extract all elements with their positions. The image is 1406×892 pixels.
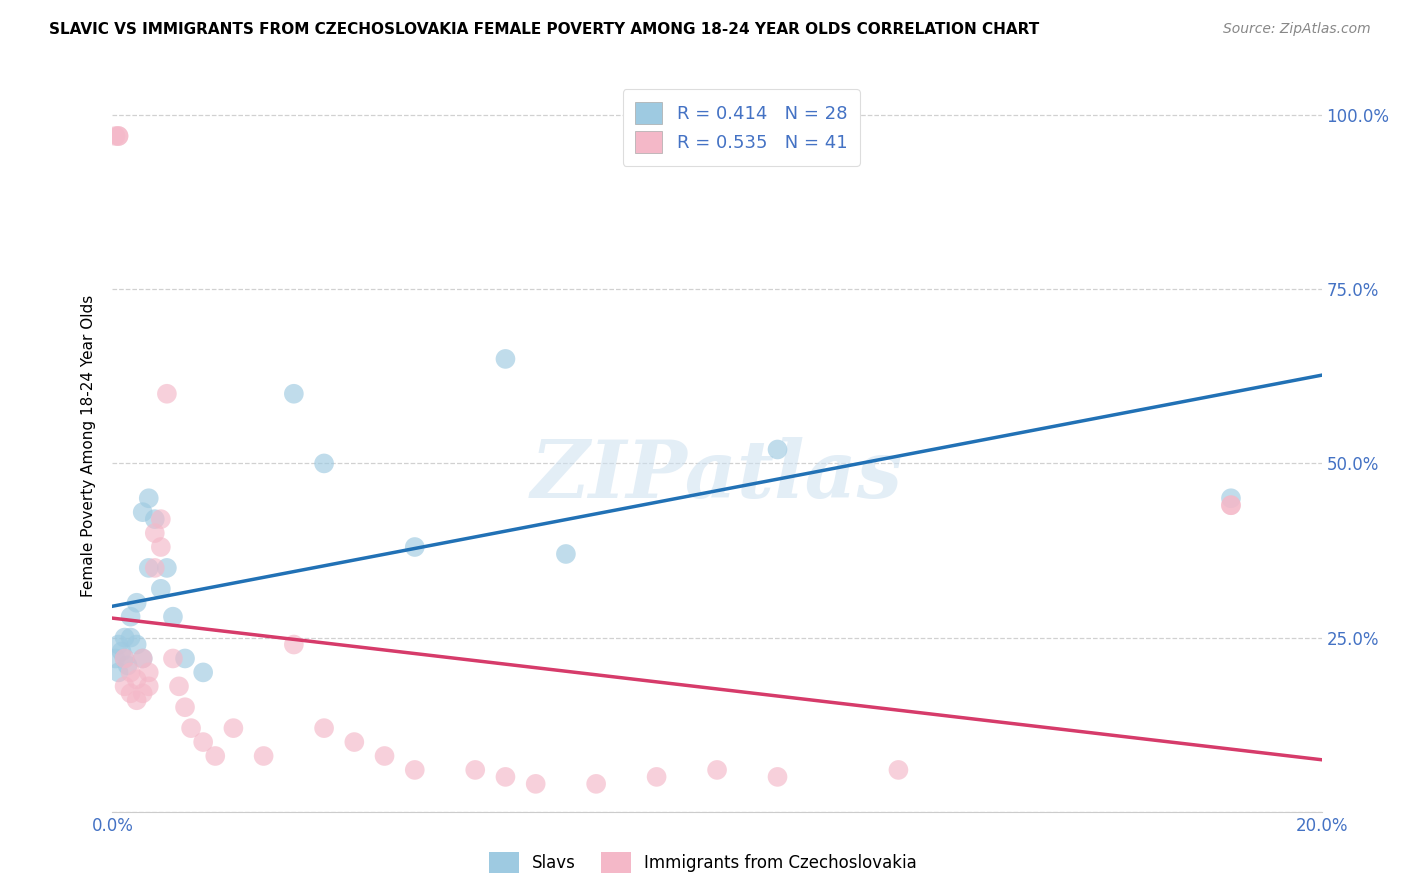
Point	[117, 658, 139, 673]
Point	[132, 651, 155, 665]
Point	[524, 777, 547, 791]
Point	[114, 631, 136, 645]
Point	[156, 386, 179, 401]
Point	[149, 582, 172, 596]
Point	[167, 679, 190, 693]
Point	[114, 679, 136, 693]
Point	[114, 651, 136, 665]
Point	[104, 651, 127, 665]
Y-axis label: Female Poverty Among 18-24 Year Olds: Female Poverty Among 18-24 Year Olds	[80, 295, 96, 597]
Point	[132, 686, 155, 700]
Point	[314, 721, 336, 735]
Point	[174, 651, 197, 665]
Point	[204, 749, 226, 764]
Point	[283, 386, 305, 401]
Point	[180, 721, 202, 735]
Point	[120, 665, 142, 680]
Point	[343, 735, 366, 749]
Point	[191, 735, 214, 749]
Point	[495, 351, 517, 366]
Point	[143, 526, 166, 541]
Point	[766, 770, 789, 784]
Legend: R = 0.414   N = 28, R = 0.535   N = 41: R = 0.414 N = 28, R = 0.535 N = 41	[623, 89, 860, 166]
Point	[404, 540, 426, 554]
Point	[138, 679, 160, 693]
Point	[887, 763, 910, 777]
Point	[314, 457, 336, 471]
Point	[495, 770, 517, 784]
Point	[120, 609, 142, 624]
Point	[191, 665, 214, 680]
Point	[283, 638, 305, 652]
Point	[162, 609, 184, 624]
Point	[706, 763, 728, 777]
Point	[374, 749, 396, 764]
Point	[645, 770, 668, 784]
Point	[1220, 491, 1243, 506]
Point	[125, 673, 148, 687]
Point	[125, 596, 148, 610]
Point	[132, 505, 155, 519]
Text: Source: ZipAtlas.com: Source: ZipAtlas.com	[1223, 22, 1371, 37]
Point	[174, 700, 197, 714]
Point	[143, 561, 166, 575]
Point	[125, 693, 148, 707]
Point	[107, 128, 129, 143]
Point	[138, 561, 160, 575]
Point	[149, 512, 172, 526]
Point	[162, 651, 184, 665]
Point	[766, 442, 789, 457]
Point	[1220, 498, 1243, 512]
Point	[120, 686, 142, 700]
Text: ZIPatlas: ZIPatlas	[531, 436, 903, 514]
Point	[156, 561, 179, 575]
Point	[125, 638, 148, 652]
Point	[104, 128, 127, 143]
Point	[132, 651, 155, 665]
Point	[107, 638, 129, 652]
Point	[107, 665, 129, 680]
Point	[120, 631, 142, 645]
Text: SLAVIC VS IMMIGRANTS FROM CZECHOSLOVAKIA FEMALE POVERTY AMONG 18-24 YEAR OLDS CO: SLAVIC VS IMMIGRANTS FROM CZECHOSLOVAKIA…	[49, 22, 1039, 37]
Point	[585, 777, 607, 791]
Point	[138, 665, 160, 680]
Point	[253, 749, 276, 764]
Point	[149, 540, 172, 554]
Point	[554, 547, 576, 561]
Point	[114, 651, 136, 665]
Point	[138, 491, 160, 506]
Point	[107, 128, 129, 143]
Point	[222, 721, 245, 735]
Legend: Slavs, Immigrants from Czechoslovakia: Slavs, Immigrants from Czechoslovakia	[482, 846, 924, 880]
Point	[143, 512, 166, 526]
Point	[1220, 498, 1243, 512]
Point	[464, 763, 486, 777]
Point	[110, 644, 132, 658]
Point	[404, 763, 426, 777]
